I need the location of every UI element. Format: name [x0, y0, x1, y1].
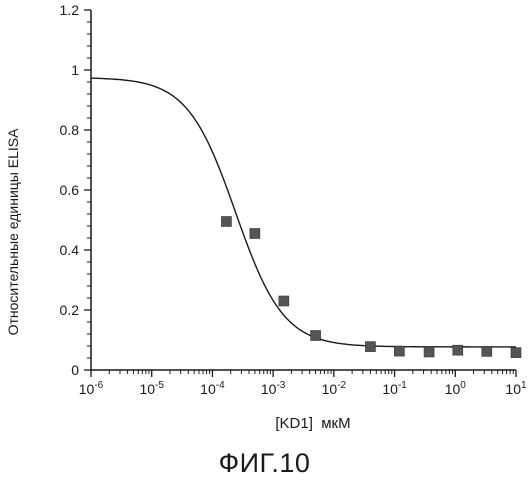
y-tick-label: 0.2 [60, 302, 80, 318]
x-tick-label: 10-5 [139, 380, 164, 397]
data-point [250, 229, 260, 239]
data-point [394, 346, 404, 356]
data-point [424, 347, 434, 357]
y-axis-tick-labels: 0 0.2 0.4 0.6 0.8 1 1.2 [60, 2, 80, 378]
x-tick-label: 10-6 [79, 380, 104, 397]
data-point [311, 331, 321, 341]
data-point [365, 342, 375, 352]
y-tick-label: 1.2 [60, 2, 80, 18]
data-point [511, 348, 521, 358]
y-tick-label: 0.6 [60, 182, 80, 198]
data-point [221, 217, 231, 227]
y-tick-label: 0.8 [60, 122, 80, 138]
x-tick-label: 100 [445, 380, 467, 397]
x-axis-label: [KD1] мкМ [275, 415, 350, 432]
y-axis-major-ticks [84, 10, 91, 370]
y-axis-label: Относительные единицы ELISA [5, 128, 21, 335]
x-tick-label: 10-3 [261, 380, 286, 397]
data-point [482, 346, 492, 356]
y-tick-label: 0 [71, 362, 79, 378]
x-tick-label: 10-2 [322, 380, 347, 397]
x-axis-tick-labels: 10-6 10-5 10-4 10-3 10-2 10-1 100 101 [79, 380, 527, 397]
y-tick-label: 0.4 [60, 242, 80, 258]
data-point [453, 345, 463, 355]
x-tick-label: 101 [505, 380, 527, 397]
x-tick-label: 10-4 [200, 380, 225, 397]
data-point [279, 296, 289, 306]
figure-caption: ФИГ.10 [0, 448, 529, 479]
x-tick-label: 10-1 [382, 380, 407, 397]
y-tick-label: 1 [71, 62, 79, 78]
data-points [221, 217, 521, 358]
fit-curve [91, 78, 516, 347]
